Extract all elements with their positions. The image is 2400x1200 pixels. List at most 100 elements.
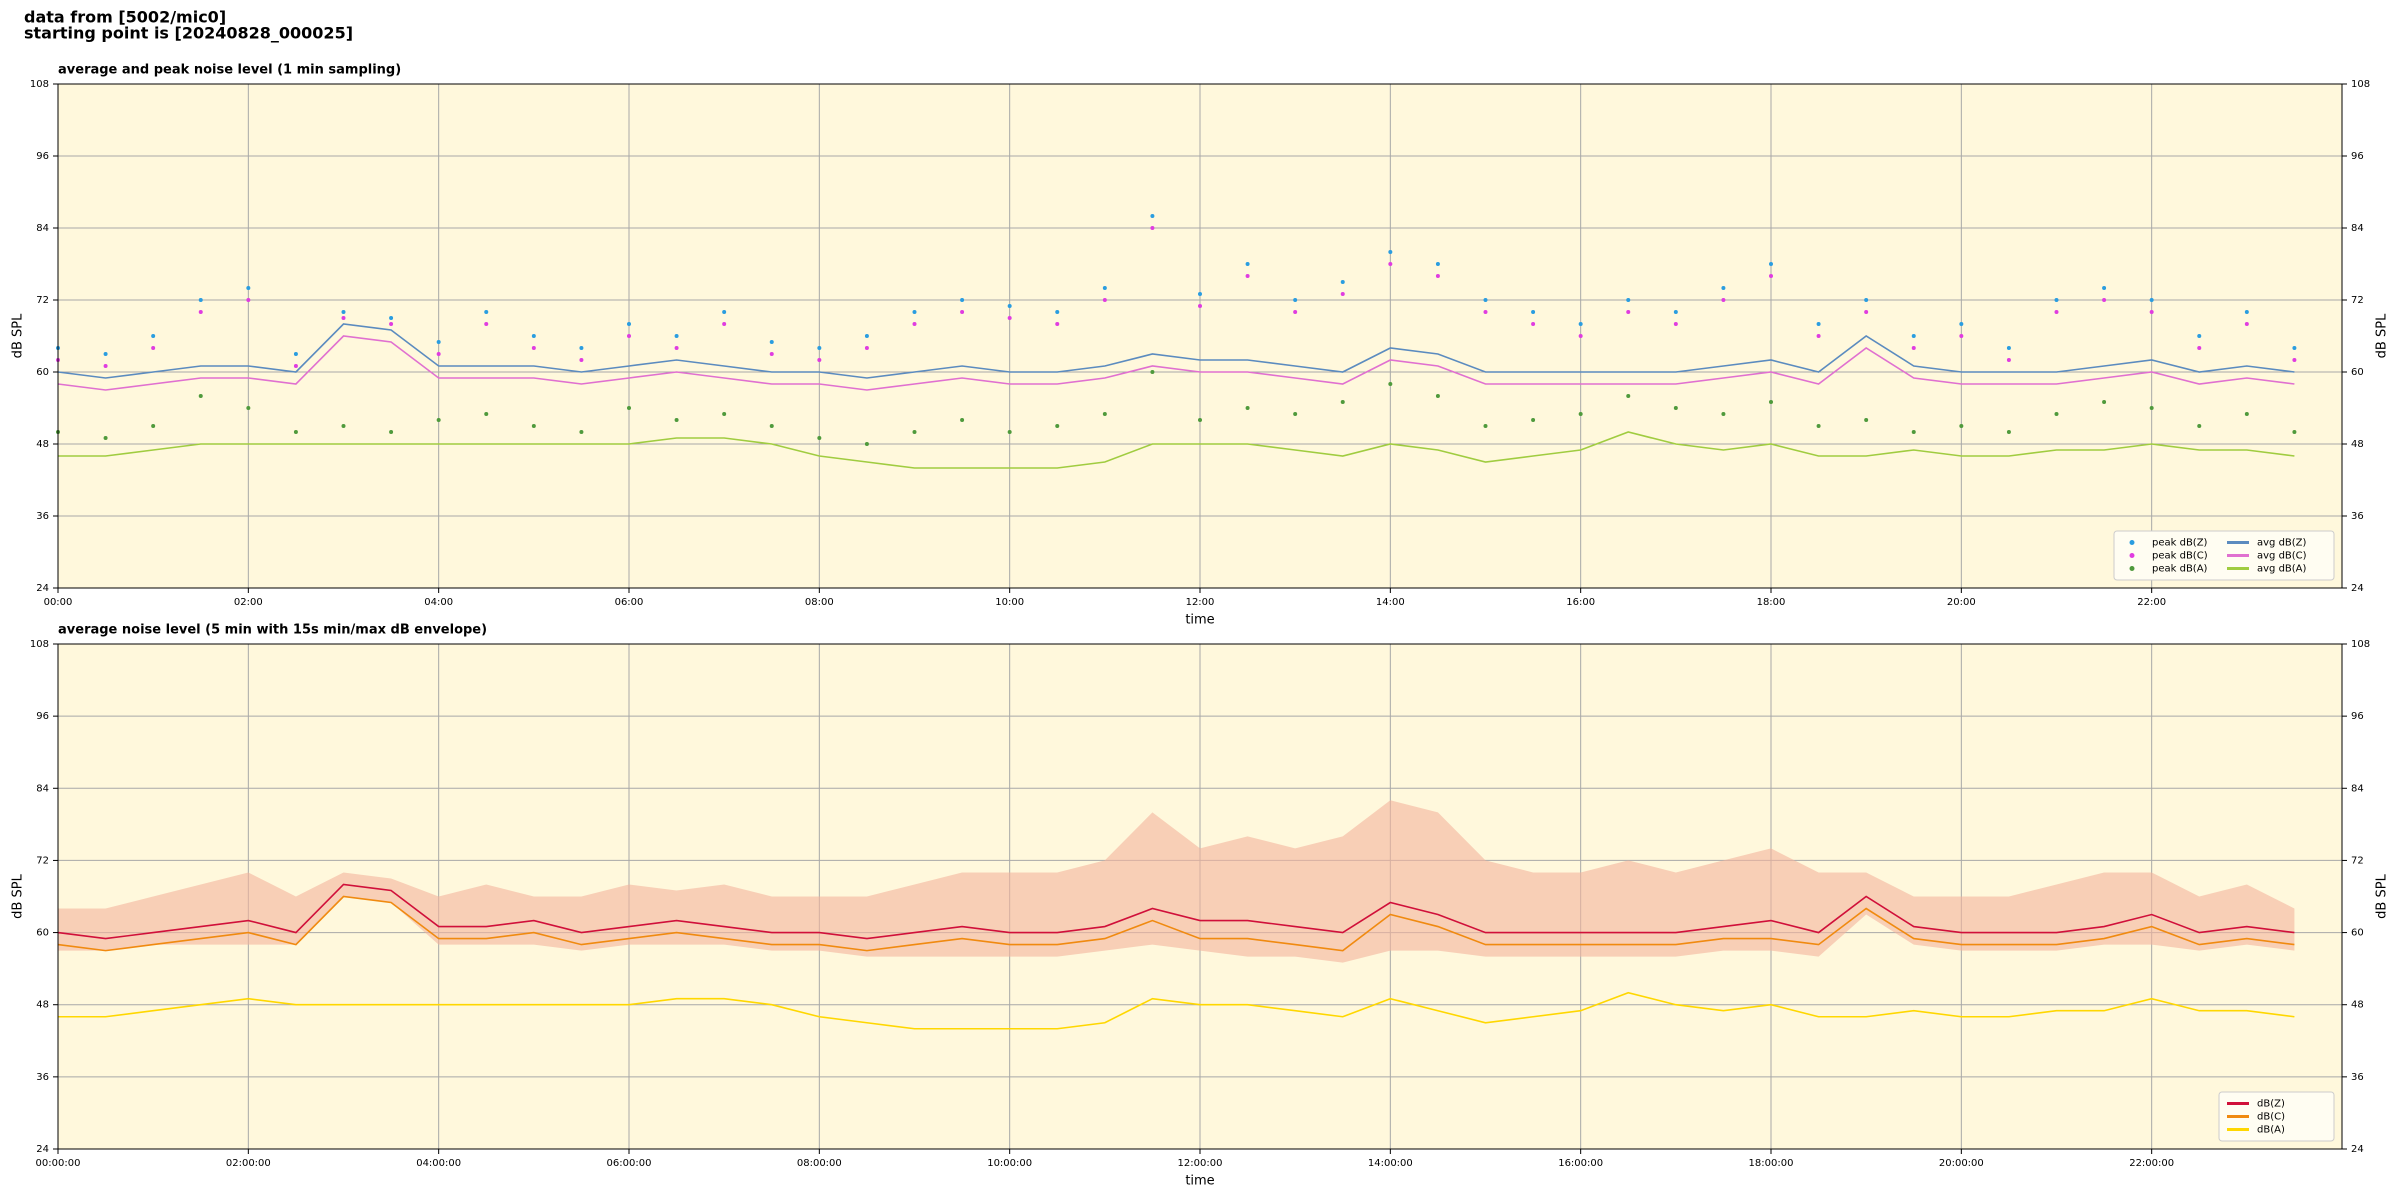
y-tick-label: 96	[36, 711, 49, 722]
series-line	[58, 991, 2295, 1030]
y-tick-label: 60	[2351, 367, 2364, 378]
peak-dot	[1626, 298, 1631, 302]
chart-title: average noise level (5 min with 15s min/…	[58, 623, 487, 638]
y-tick-label: 108	[30, 639, 49, 650]
peak-dot	[1388, 250, 1393, 254]
peak-dot	[627, 406, 631, 410]
x-tick-label: 14:00:00	[1368, 1158, 1413, 1169]
y-axis-label: dB SPL	[2375, 313, 2390, 358]
x-axis-label: time	[1185, 1174, 1214, 1189]
y-tick-label: 60	[36, 928, 49, 939]
peak-dot	[293, 364, 298, 368]
series-line	[57, 323, 2295, 379]
peak-dot	[2244, 412, 2249, 416]
peak-dot	[246, 406, 251, 410]
peak-dot	[2197, 346, 2202, 350]
x-tick-label: 22:00:00	[2129, 1158, 2174, 1169]
x-tick-label: 00:00:00	[36, 1158, 81, 1169]
header-line: data from [5002/mic0]	[24, 8, 226, 27]
y-tick-label: 48	[2351, 439, 2364, 450]
peak-dot	[436, 352, 441, 356]
peak-dot	[198, 394, 203, 398]
y-tick-label: 24	[2351, 583, 2364, 594]
peak-dot	[1721, 286, 1726, 290]
peak-dot	[2006, 346, 2011, 350]
peak-dot	[1102, 286, 1107, 290]
x-tick-label: 04:00	[424, 597, 453, 608]
peak-dot	[1864, 310, 1869, 314]
y-tick-label: 84	[36, 223, 49, 234]
peak-dot	[1911, 346, 1916, 350]
legend-label: avg dB(C)	[2257, 551, 2307, 562]
peak-dot	[293, 352, 298, 356]
peak-dot	[1150, 370, 1155, 374]
legend-label: peak dB(A)	[2152, 564, 2208, 575]
peak-dot	[1769, 262, 1773, 266]
y-tick-label: 108	[30, 79, 49, 90]
peak-dot	[1007, 304, 1012, 308]
y-tick-label: 96	[36, 151, 49, 162]
peak-dot	[389, 430, 394, 434]
peak-dot	[436, 340, 441, 344]
peak-dot	[1293, 298, 1298, 302]
x-tick-label: 10:00:00	[987, 1158, 1032, 1169]
peak-dot	[769, 352, 774, 356]
peak-dot	[1911, 334, 1916, 338]
peak-dot	[1435, 274, 1440, 278]
y-tick-label: 24	[36, 1144, 49, 1155]
peak-dot	[341, 310, 346, 314]
peak-dot	[389, 322, 394, 326]
x-tick-label: 08:00	[805, 597, 834, 608]
x-tick-label: 16:00:00	[1558, 1158, 1603, 1169]
peak-dot	[912, 430, 917, 434]
envelope	[58, 800, 2295, 963]
peak-dot	[103, 364, 108, 368]
peak-dot	[1769, 274, 1773, 278]
x-tick-label: 06:00:00	[607, 1158, 652, 1169]
x-tick-label: 20:00:00	[1939, 1158, 1984, 1169]
peak-dot	[1198, 418, 1202, 422]
y-tick-label: 48	[36, 1000, 49, 1011]
y-tick-label: 96	[2351, 711, 2364, 722]
peak-dot	[960, 418, 965, 422]
peak-dot	[722, 412, 727, 416]
peak-dot	[1293, 310, 1298, 314]
y-tick-label: 48	[36, 439, 49, 450]
x-tick-label: 18:00:00	[1749, 1158, 1794, 1169]
y-tick-label: 84	[36, 783, 49, 794]
y-tick-label: 72	[2351, 855, 2364, 866]
y-tick-label: 96	[2351, 151, 2364, 162]
peak-dot	[1864, 298, 1869, 302]
peak-dot	[2054, 310, 2059, 314]
peak-dot	[627, 334, 631, 338]
peak-dot	[1673, 322, 1678, 326]
peak-dot	[2054, 298, 2059, 302]
peak-dot	[722, 322, 727, 326]
peak-dot	[2149, 406, 2154, 410]
peak-dot	[1531, 310, 1536, 314]
series-line	[57, 883, 2295, 940]
y-tick-label: 108	[2351, 79, 2370, 90]
legend-label: peak dB(Z)	[2152, 538, 2208, 549]
series-line	[57, 335, 2295, 391]
peak-dot	[1483, 310, 1488, 314]
peak-dot	[1959, 334, 1964, 338]
peak-dot	[817, 358, 822, 362]
peak-dot	[198, 310, 203, 314]
legend-swatch	[2129, 553, 2135, 558]
peak-dot	[1721, 298, 1726, 302]
peak-dot	[1055, 322, 1060, 326]
x-tick-label: 22:00	[2137, 597, 2166, 608]
legend-label: dB(C)	[2257, 1112, 2285, 1123]
peak-dot	[1293, 412, 1298, 416]
peak-dot	[2197, 334, 2202, 338]
peak-dot	[1245, 406, 1250, 410]
peak-dot	[1435, 394, 1440, 398]
y-tick-label: 24	[2351, 1144, 2364, 1155]
peak-dot	[817, 436, 822, 440]
peak-dot	[1673, 406, 1678, 410]
chart-title: average and peak noise level (1 min samp…	[58, 63, 401, 78]
peak-dot	[674, 418, 679, 422]
peak-dot	[1340, 400, 1345, 404]
